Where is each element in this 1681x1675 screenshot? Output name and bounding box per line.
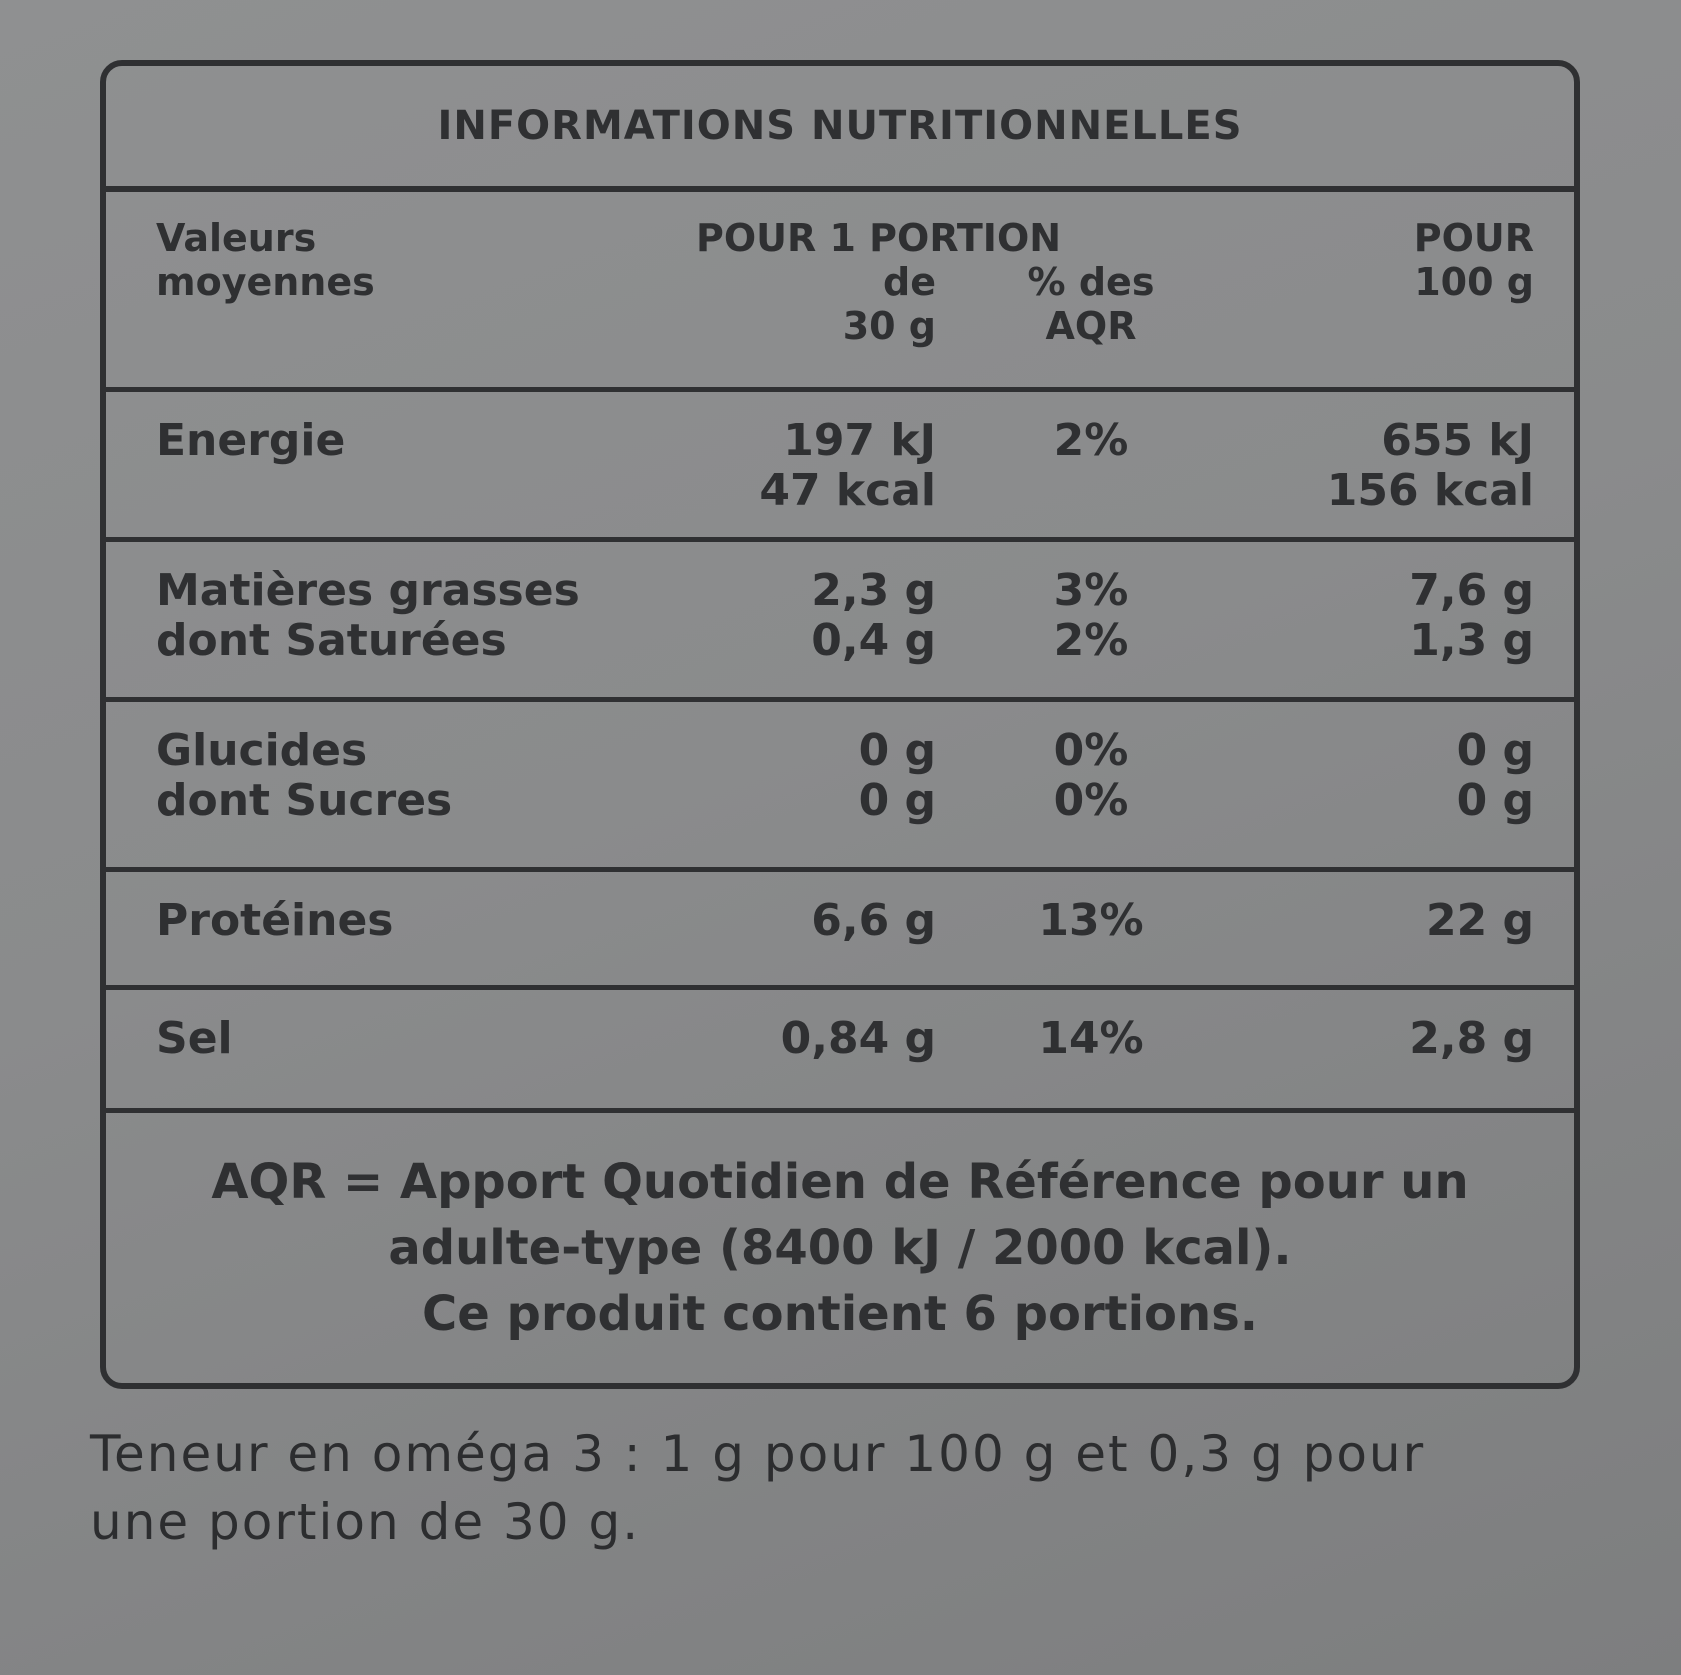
footnote-line: Ce produit contient 6 portions.	[422, 1286, 1258, 1342]
cell-text: 2,8 g	[1409, 1013, 1534, 1064]
table-body: Energie 197 kJ 47 kcal 2% 655 kJ 156 kcal Mati…	[106, 392, 1574, 1113]
cell-text: 0,84 g	[780, 1013, 936, 1064]
cell-text: 0%	[1053, 775, 1129, 826]
cell-per100: 655 kJ 156 kcal	[1246, 416, 1534, 537]
cell-per100: 7,6 g 1,3 g	[1246, 566, 1534, 697]
cell-label: Protéines	[156, 896, 686, 985]
cell-text: Glucides	[156, 725, 368, 776]
cell-text: 1,3 g	[1409, 615, 1534, 666]
cell-text: dont Sucres	[156, 775, 453, 826]
cell-text: 22 g	[1425, 895, 1534, 946]
header-label: Valeurs moyennes	[156, 216, 686, 387]
header-text: POUR	[1413, 216, 1534, 260]
header-text: 100 g	[1414, 260, 1534, 304]
cell-aqr: 14%	[936, 1014, 1246, 1108]
cell-text: 13%	[1038, 895, 1144, 946]
cell-label: Energie	[156, 416, 686, 537]
note-line: une portion de 30 g.	[90, 1493, 641, 1551]
table-row: Protéines 6,6 g 13% 22 g	[106, 872, 1574, 990]
cell-text: 0,4 g	[811, 615, 936, 666]
cell-aqr: 2%	[936, 416, 1246, 537]
table-title: INFORMATIONS NUTRITIONNELLES	[106, 66, 1574, 192]
cell-portion: 0,84 g	[686, 1014, 936, 1108]
cell-text: 0 g	[1456, 725, 1534, 776]
cell-text: 2,3 g	[811, 565, 936, 616]
footnote: AQR = Apport Quotidien de Référence pour…	[106, 1113, 1574, 1383]
header-per100: POUR 100 g	[1246, 216, 1534, 387]
header-aqr: % des AQR	[936, 216, 1246, 387]
header-portion-title: POUR 1 PORTION	[696, 216, 1062, 260]
cell-aqr: 13%	[936, 896, 1246, 985]
cell-text: 197 kJ	[783, 415, 936, 466]
cell-label: Matières grasses dont Saturées	[156, 566, 686, 697]
footnote-line: AQR = Apport Quotidien de Référence pour…	[211, 1154, 1469, 1210]
cell-text: 14%	[1038, 1013, 1144, 1064]
cell-text: 156 kcal	[1326, 465, 1534, 516]
table-row: Energie 197 kJ 47 kcal 2% 655 kJ 156 kcal	[106, 392, 1574, 542]
cell-text: 7,6 g	[1409, 565, 1534, 616]
cell-text: 47 kcal	[759, 465, 936, 516]
cell-text: 0 g	[858, 725, 936, 776]
cell-label: Glucides dont Sucres	[156, 726, 686, 867]
cell-portion: 197 kJ 47 kcal	[686, 416, 936, 537]
cell-per100: 2,8 g	[1246, 1014, 1534, 1108]
cell-portion: 6,6 g	[686, 896, 936, 985]
header-text: de	[883, 260, 936, 304]
cell-portion: 2,3 g 0,4 g	[686, 566, 936, 697]
cell-text: 655 kJ	[1381, 415, 1534, 466]
footnote-line: adulte-type (8400 kJ / 2000 kcal).	[388, 1220, 1292, 1276]
cell-label: Sel	[156, 1014, 686, 1108]
cell-text: 3%	[1053, 565, 1129, 616]
cell-text: 0 g	[1456, 775, 1534, 826]
nutrition-table: INFORMATIONS NUTRITIONNELLES Valeurs moye…	[100, 60, 1580, 1389]
cell-text: Energie	[156, 415, 346, 466]
header-row: Valeurs moyennes de 30 g POUR 1 PORTION% des…	[106, 192, 1574, 392]
cell-text: Sel	[156, 1013, 233, 1064]
cell-text: 0%	[1053, 725, 1129, 776]
cell-text: dont Saturées	[156, 615, 507, 666]
cell-text: 0 g	[858, 775, 936, 826]
header-portion: de 30 g	[686, 216, 936, 387]
cell-text: 2%	[1053, 415, 1129, 466]
cell-text: Matières grasses	[156, 565, 580, 616]
header-text: AQR	[1045, 304, 1137, 348]
cell-text: 2%	[1053, 615, 1129, 666]
note: Teneur en oméga 3 : 1 g pour 100 g et 0,…	[90, 1420, 1425, 1556]
cell-text: 6,6 g	[811, 895, 936, 946]
header-text: 30 g	[842, 304, 936, 348]
cell-aqr: 0% 0%	[936, 726, 1246, 867]
header-text: % des	[1027, 260, 1155, 304]
cell-per100: 22 g	[1246, 896, 1534, 985]
cell-aqr: 3% 2%	[936, 566, 1246, 697]
header-text: Valeurs	[156, 216, 317, 260]
header-text: moyennes	[156, 260, 375, 304]
note-line: Teneur en oméga 3 : 1 g pour 100 g et 0,…	[90, 1425, 1426, 1483]
table-row: Sel 0,84 g 14% 2,8 g	[106, 990, 1574, 1113]
cell-text: Protéines	[156, 895, 394, 946]
